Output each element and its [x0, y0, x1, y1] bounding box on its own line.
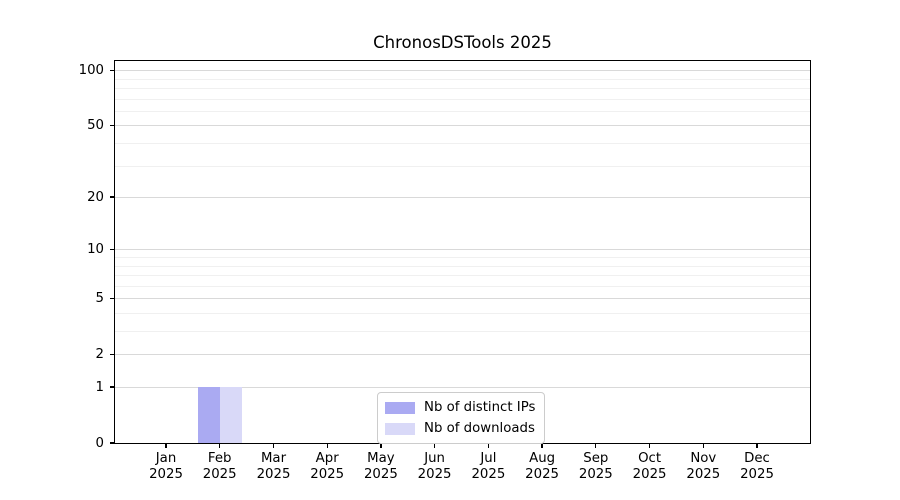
x-tick-mar-2025 — [272, 444, 275, 448]
x-tick-nov-2025 — [702, 444, 704, 448]
y-tick-label-2: 2 — [95, 346, 104, 362]
gridline-minor-6 — [115, 285, 811, 287]
legend-swatch-downloads — [385, 422, 415, 435]
x-tick-label-aug-2025: Aug 2025 — [525, 451, 560, 482]
x-tick-feb-2025 — [219, 444, 221, 448]
bar-nb-of-distinct-ips-feb-2025 — [197, 387, 220, 443]
x-tick-label-dec-2025: Dec 2025 — [740, 451, 774, 482]
gridline-major-20 — [115, 197, 811, 199]
y-tick-100 — [110, 69, 114, 71]
x-tick-dec-2025 — [756, 444, 758, 448]
gridline-major-100 — [115, 70, 811, 72]
gridline-major-50 — [115, 125, 811, 127]
y-tick-label-20: 20 — [87, 189, 104, 205]
y-tick-label-0: 0 — [95, 435, 104, 451]
x-tick-label-feb-2025: Feb 2025 — [202, 451, 237, 482]
gridline-major-1 — [115, 387, 811, 388]
y-tick-10 — [110, 248, 114, 250]
gridline-major-5 — [115, 298, 811, 300]
gridline-minor-30 — [115, 165, 811, 167]
y-tick-label-100: 100 — [78, 62, 104, 78]
gridline-minor-90 — [115, 78, 811, 80]
y-tick-2 — [110, 353, 114, 355]
x-tick-label-may-2025: May 2025 — [363, 451, 398, 482]
gridline-major-10 — [115, 249, 811, 251]
y-tick-0 — [110, 442, 114, 444]
gridline-minor-8 — [115, 265, 811, 267]
y-tick-label-1: 1 — [95, 379, 104, 395]
bar-nb-of-downloads-feb-2025 — [219, 387, 242, 443]
y-tick-label-50: 50 — [87, 117, 104, 133]
x-tick-oct-2025 — [648, 444, 651, 448]
x-tick-label-jul-2025: Jul 2025 — [471, 451, 506, 482]
x-tick-jan-2025 — [165, 444, 167, 448]
x-tick-label-apr-2025: Apr 2025 — [310, 451, 345, 482]
legend-item-distinct-ips: Nb of distinct IPs — [385, 398, 535, 417]
x-tick-label-jan-2025: Jan 2025 — [149, 451, 183, 482]
legend-item-downloads: Nb of downloads — [385, 419, 535, 438]
gridline-minor-3 — [115, 331, 811, 332]
x-tick-sep-2025 — [595, 444, 597, 448]
legend-label-distinct-ips: Nb of distinct IPs — [424, 400, 536, 415]
gridline-minor-60 — [115, 110, 811, 112]
y-tick-1 — [110, 386, 114, 388]
x-tick-label-mar-2025: Mar 2025 — [256, 451, 291, 482]
x-tick-apr-2025 — [326, 444, 328, 448]
legend: Nb of distinct IPs Nb of downloads — [377, 392, 546, 444]
x-tick-aug-2025 — [541, 444, 543, 448]
gridline-minor-80 — [115, 88, 811, 89]
x-tick-jul-2025 — [487, 444, 490, 448]
legend-swatch-distinct-ips — [385, 401, 415, 414]
gridline-minor-70 — [115, 98, 811, 100]
x-tick-label-oct-2025: Oct 2025 — [632, 451, 667, 482]
y-tick-label-10: 10 — [87, 241, 104, 257]
legend-label-downloads: Nb of downloads — [424, 421, 535, 436]
x-tick-label-nov-2025: Nov 2025 — [686, 451, 721, 482]
gridline-minor-9 — [115, 257, 811, 258]
gridline-major-2 — [115, 354, 811, 356]
x-tick-jun-2025 — [433, 444, 436, 448]
gridline-minor-40 — [115, 143, 811, 144]
x-tick-label-sep-2025: Sep 2025 — [578, 451, 613, 482]
y-tick-50 — [110, 124, 114, 127]
y-tick-5 — [110, 297, 114, 299]
x-tick-label-jun-2025: Jun 2025 — [417, 451, 452, 482]
gridline-minor-7 — [115, 275, 811, 276]
y-tick-20 — [110, 196, 114, 198]
gridline-minor-4 — [115, 313, 811, 314]
y-tick-label-5: 5 — [95, 290, 104, 306]
chart-title: ChronosDSTools 2025 — [373, 33, 552, 52]
x-tick-may-2025 — [380, 444, 382, 448]
